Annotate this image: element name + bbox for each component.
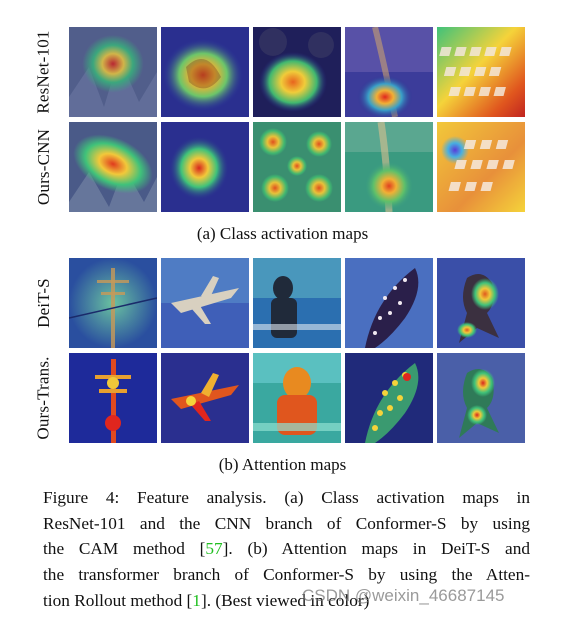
heatmap-image <box>345 353 433 443</box>
heatmap-image <box>437 122 525 212</box>
subcaption-b: (b) Attention maps <box>218 455 347 474</box>
heatmap-image <box>253 122 341 212</box>
caption-line: ResNet-101 and the CNN branch of Conform… <box>43 513 530 533</box>
heatmap-image <box>161 353 249 443</box>
row-label-ours-cnn: Ours-CNN <box>34 128 53 205</box>
heatmap-image <box>437 27 525 117</box>
figure-caption: Figure 4: Feature analysis. (a) Class ac… <box>43 485 530 614</box>
row-label-ours-trans: Ours-Trans. <box>34 355 53 440</box>
heatmap-image <box>161 122 249 212</box>
heatmap-image <box>253 27 341 117</box>
caption-line: tion Rollout method [1]. (Best viewed in… <box>43 590 370 610</box>
citation-link[interactable]: 1 <box>192 590 201 610</box>
citation-link[interactable]: 57 <box>205 539 223 559</box>
heatmap-image <box>69 258 157 348</box>
heatmap-image <box>345 27 433 117</box>
heatmap-image <box>161 258 249 348</box>
heatmap-image <box>253 258 341 348</box>
heatmap-image <box>161 27 249 117</box>
heatmap-image <box>437 258 525 348</box>
row-label-deit: DeiT-S <box>34 278 53 328</box>
caption-line: the CAM method [57]. (b) Attention maps … <box>43 539 530 559</box>
heatmap-image <box>69 122 157 212</box>
heatmap-image <box>345 122 433 212</box>
heatmap-image <box>437 353 525 443</box>
caption-line: Figure 4: Feature analysis. (a) Class ac… <box>43 488 530 507</box>
heatmap-image <box>253 353 341 443</box>
row-label-resnet: ResNet-101 <box>34 30 53 114</box>
heatmap-image <box>69 27 157 117</box>
subcaption-a: (a) Class activation maps <box>196 224 369 243</box>
heatmap-image <box>345 258 433 348</box>
watermark: CSDN @weixin_46687145 <box>302 586 505 605</box>
caption-line: the transformer branch of Conformer-S by… <box>43 565 530 585</box>
heatmap-image <box>69 353 157 443</box>
